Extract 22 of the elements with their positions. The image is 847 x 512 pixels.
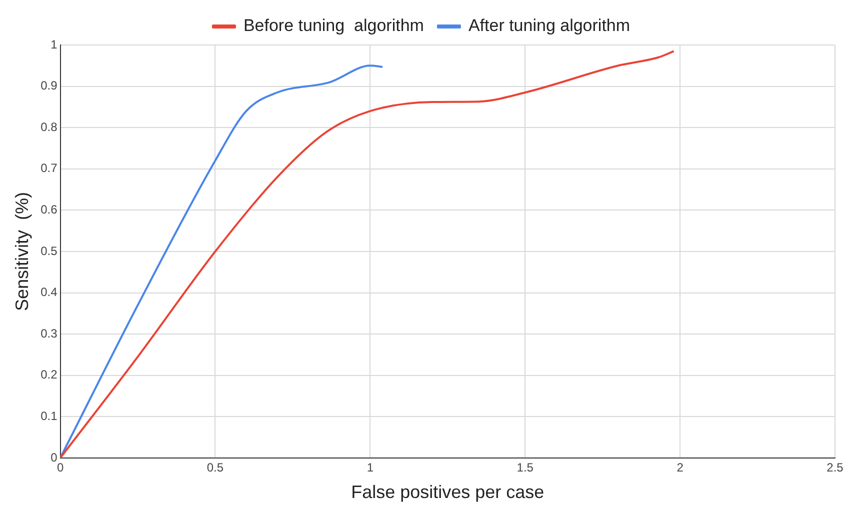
y-tick-label: 0 [50, 450, 58, 464]
x-axis-title: False positives per case [351, 482, 544, 502]
y-tick-label: 0.5 [40, 244, 58, 258]
y-tick-label: 0.8 [40, 120, 58, 134]
line-series [60, 64, 384, 458]
y-tick-label: 0.4 [40, 285, 58, 300]
y-tick-label: 0.7 [40, 161, 58, 176]
y-tick-label: 0.6 [40, 202, 58, 217]
x-tick-label: 2.5 [826, 460, 844, 475]
y-tick-label: 1 [50, 37, 58, 52]
y-tick-label: 0.2 [40, 368, 58, 382]
x-tick-label: 1.5 [516, 460, 534, 475]
x-tick-label: 2 [676, 460, 684, 475]
line-series [60, 50, 675, 458]
x-tick-label: 1 [366, 460, 374, 475]
legend-label: Before tuning algorithm [243, 16, 424, 36]
y-tick-label: 0.3 [40, 326, 58, 340]
y-tick-label: 0.9 [40, 78, 58, 93]
x-tick-label: 0.5 [206, 460, 224, 475]
legend-label: After tuning algorithm [468, 16, 630, 36]
y-axis-title: Sensitivity (%) [12, 192, 32, 312]
y-tick-label: 0.1 [40, 409, 58, 424]
